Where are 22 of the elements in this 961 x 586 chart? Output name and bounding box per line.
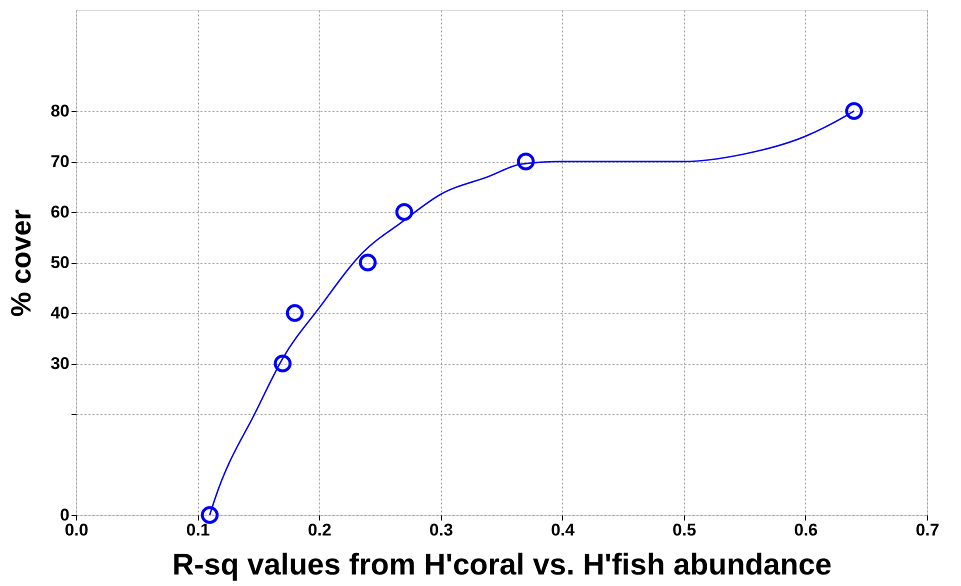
point <box>516 152 535 170</box>
x-tick-label: 0.3 <box>429 520 454 540</box>
x-tick-label: 0.6 <box>794 520 818 540</box>
y-tick-label: 80 <box>50 102 70 120</box>
point <box>274 354 292 372</box>
x-tick-label: 0.1 <box>186 520 210 540</box>
y-tick-label: 60 <box>50 202 70 222</box>
x-tick-label: 0.5 <box>672 520 696 540</box>
x-tick-label: 0.7 <box>916 520 940 540</box>
y-tick-label: 30 <box>50 354 70 373</box>
point <box>358 254 377 272</box>
x-tick-label: 0.4 <box>550 520 576 540</box>
y-tick-label: 50 <box>50 253 70 272</box>
point <box>845 102 863 120</box>
point <box>286 304 304 322</box>
y-tick-label: 70 <box>50 152 70 171</box>
x-axis-title: R-sq values from H'coral vs. H'fish abundance <box>172 548 832 582</box>
x-tick-label: 0.2 <box>308 520 332 540</box>
point <box>200 506 219 524</box>
y-axis-title: % cover <box>6 209 37 317</box>
y-tick-label: 40 <box>50 304 70 322</box>
point <box>395 203 414 221</box>
